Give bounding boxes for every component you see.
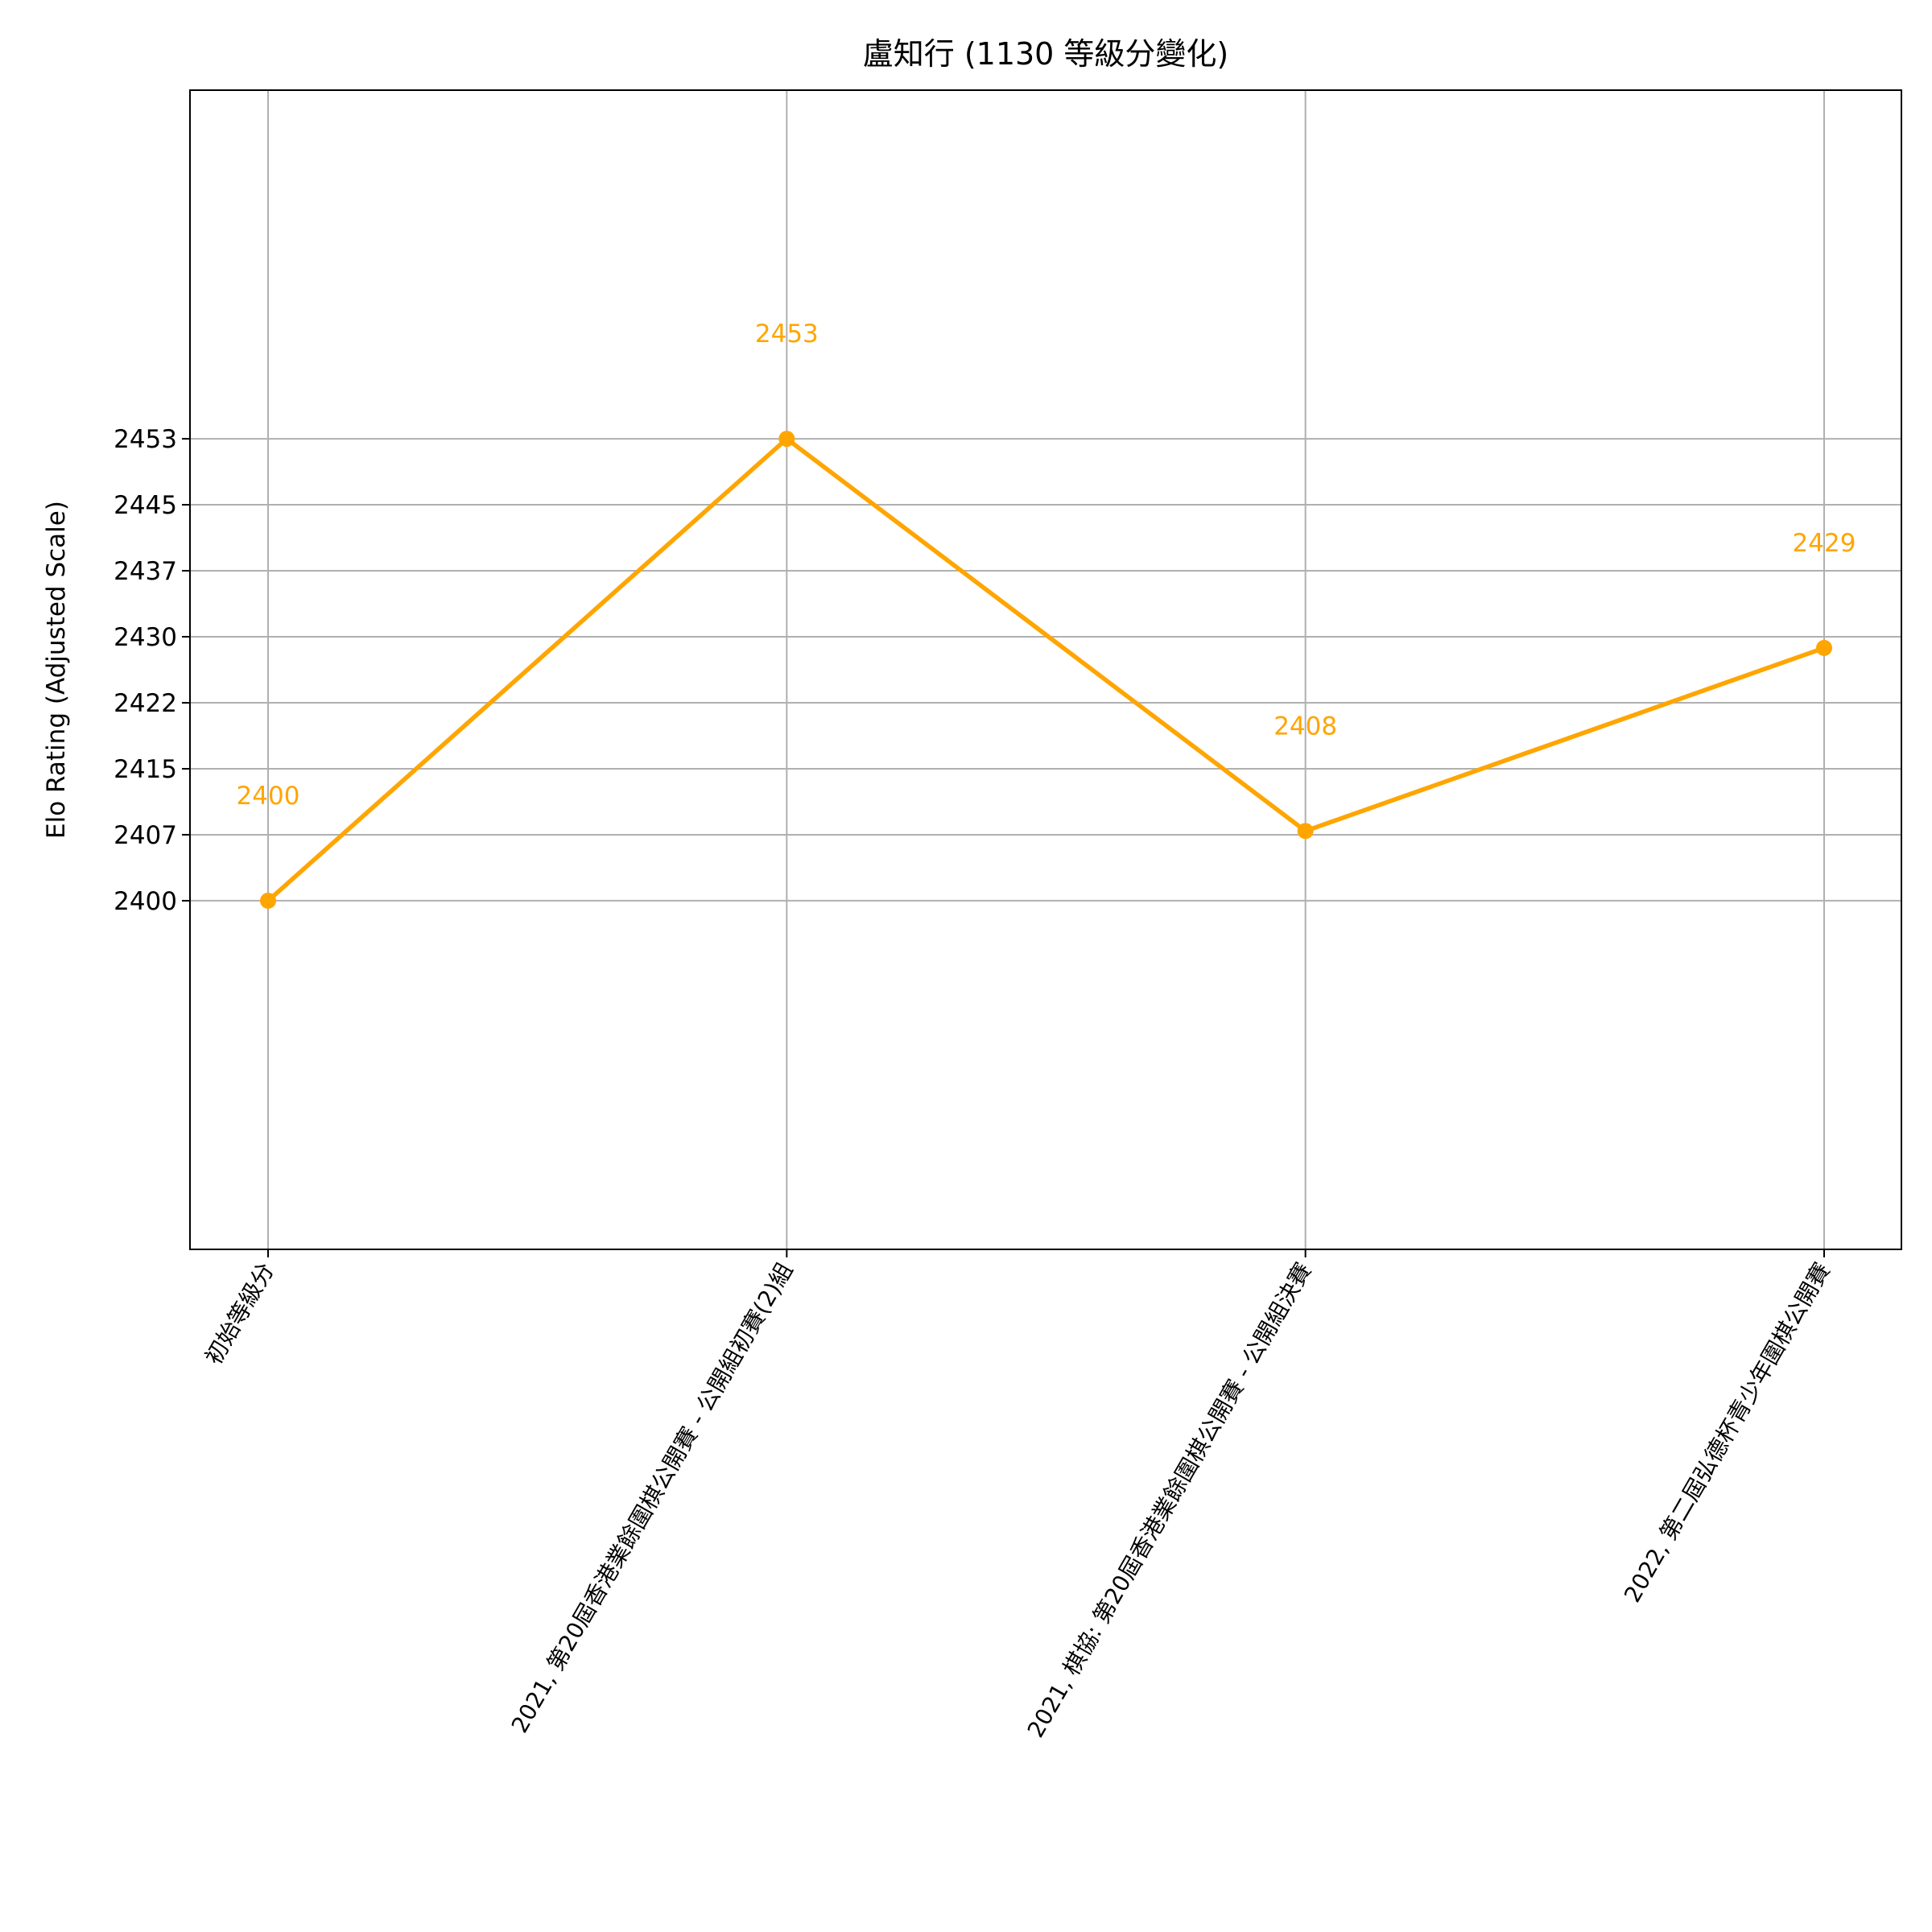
marker — [260, 892, 276, 909]
data-label: 2453 — [755, 320, 819, 349]
y-tick-label: 2430 — [114, 623, 177, 652]
marker — [778, 431, 795, 448]
y-tick-label: 2407 — [114, 821, 177, 850]
line — [266, 436, 1825, 902]
y-tick-label: 2445 — [114, 491, 177, 520]
data-label: 2408 — [1274, 712, 1337, 741]
y-tick-label: 2453 — [114, 425, 177, 454]
y-tick-label: 2437 — [114, 557, 177, 586]
marker — [1816, 639, 1832, 656]
plot-frame — [189, 89, 1902, 1250]
data-label: 2400 — [237, 782, 300, 811]
y-tick-label: 2400 — [114, 887, 177, 916]
chart-title: 盧知行 (1130 等級分變化) — [863, 36, 1229, 72]
y-tick-label: 2422 — [114, 689, 177, 718]
marker — [1297, 823, 1314, 840]
y-axis-label: Elo Rating (Adjusted Scale) — [42, 501, 71, 839]
data-label: 2429 — [1793, 529, 1856, 558]
y-tick-label: 2415 — [114, 755, 177, 784]
